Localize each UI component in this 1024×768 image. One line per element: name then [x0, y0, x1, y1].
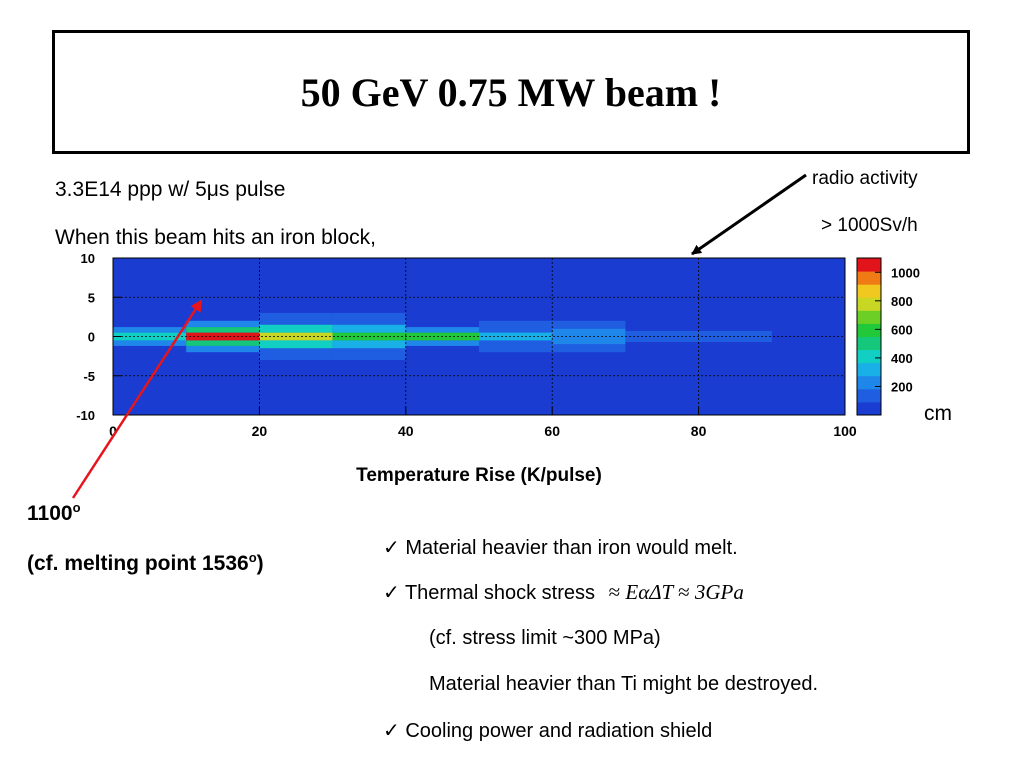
heatmap-cell: [698, 331, 772, 342]
plot-grid: [113, 258, 845, 415]
heatmap-cell: [332, 312, 406, 325]
y-tick-label: -10: [76, 408, 95, 423]
slide-title: 50 GeV 0.75 MW beam !: [300, 69, 722, 115]
peak-temperature-value: 1100: [27, 502, 73, 525]
check-icon: ✓: [383, 582, 400, 604]
bullet-text: Cooling power and radiation shield: [405, 720, 713, 742]
heatmap-cell: [479, 320, 553, 333]
colorbar-tick-label: 400: [891, 351, 913, 366]
colorbar-tick-label: 800: [891, 294, 913, 309]
bullet-text: Thermal shock stress: [404, 582, 596, 604]
melting-point-note: (cf. melting point 1536o): [27, 550, 264, 576]
x-tick-label: 40: [398, 423, 414, 439]
approx-symbol: ≈: [608, 580, 621, 604]
degree-mark: o: [248, 550, 257, 565]
radio-activity-label: radio activity: [812, 168, 918, 189]
x-tick-label: 0: [109, 423, 117, 439]
radio-activity-value: > 1000Sv/h: [821, 215, 918, 236]
peak-temperature: 1100o: [27, 500, 81, 526]
heatmap-cell: [405, 327, 479, 333]
check-icon: ✓: [383, 720, 400, 742]
titanium-note: Material heavier than Ti might be destro…: [429, 673, 819, 695]
x-tick-label: 100: [833, 423, 857, 439]
heatmap-cell: [186, 345, 260, 353]
beam-intensity-prefix: 3.3E14 ppp w/ 5: [55, 178, 207, 201]
melting-point-suffix: ): [256, 552, 264, 575]
colorbar-segment: [857, 375, 881, 390]
beam-intensity-text: 3.3E14 ppp w/ 5μs pulse: [55, 178, 285, 202]
approx-symbol: ≈: [678, 580, 690, 604]
heatmap-cell: [479, 332, 553, 341]
heatmap-cell: [552, 344, 626, 353]
colorbar-segment: [857, 271, 881, 285]
unit-label-cm: cm: [924, 402, 952, 425]
heatmap-cell: [479, 340, 553, 353]
x-axis-label: Temperature Rise (K/pulse): [356, 465, 602, 486]
colorbar-segment: [857, 336, 881, 351]
bullet-item-stress: ✓ Thermal shock stress ≈ EαΔT ≈ 3GPa: [383, 580, 744, 605]
colorbar-frame: [856, 257, 882, 416]
heatmap-cell: [552, 320, 626, 329]
colorbar-ticks: 1000 800 600 400 200: [875, 265, 920, 394]
heatmap-cell: [405, 340, 479, 346]
radiation-arrow: [691, 173, 807, 256]
y-tick-label: -5: [83, 369, 95, 384]
heatmap-cell: [259, 312, 333, 325]
colorbar-segment: [857, 349, 881, 364]
x-tick-label: 60: [544, 423, 560, 439]
heatmap-cell: [332, 324, 406, 333]
bullet-item-melt: ✓ Material heavier than iron would melt.: [383, 535, 738, 560]
heatmap-cell: [259, 332, 333, 341]
y-tick-label: 5: [88, 290, 95, 305]
x-tick-label: 80: [691, 423, 707, 439]
colorbar-segment: [857, 388, 881, 403]
heatmap-cell: [186, 340, 260, 346]
colorbar-segment: [857, 310, 881, 324]
x-axis-ticks: 0 20 40 60 80 100: [109, 407, 857, 439]
colorbar-segment: [857, 284, 881, 298]
degree-mark: o: [72, 500, 81, 515]
formula-term: EαΔT: [625, 580, 673, 604]
check-icon: ✓: [383, 537, 400, 559]
heatmap-cell: [332, 340, 406, 349]
heatmap-cell: [113, 340, 187, 346]
y-tick-label: 0: [88, 330, 95, 345]
heatmap-cell: [259, 324, 333, 333]
colorbar: [856, 257, 882, 416]
colorbar-segment: [857, 323, 881, 337]
stress-limit-note: (cf. stress limit ~300 MPa): [429, 627, 661, 649]
melting-point-prefix: (cf. melting point 1536: [27, 552, 249, 575]
colorbar-segment: [857, 297, 881, 311]
heatmap-cell: [113, 327, 187, 333]
x-tick-label: 20: [252, 423, 268, 439]
colorbar-segment: [857, 258, 881, 272]
colorbar-tick-label: 1000: [891, 265, 920, 280]
bullet-text: Material heavier than iron would melt.: [405, 537, 738, 559]
beam-hits-text: When this beam hits an iron block,: [55, 226, 376, 249]
colorbar-segment: [857, 362, 881, 377]
heatmap-cell: [259, 340, 333, 349]
mu-symbol: μ: [206, 178, 219, 201]
heatmap-cell: [552, 328, 626, 345]
y-axis-ticks: 10 5 0 -5 -10: [76, 251, 121, 423]
heatmap-cell: [259, 348, 333, 361]
y-tick-label: 10: [81, 251, 95, 266]
formula-result: 3GPa: [694, 580, 744, 604]
heatmap-cell: [332, 348, 406, 361]
stress-formula: ≈ EαΔT ≈ 3GPa: [609, 580, 744, 604]
colorbar-tick-label: 600: [891, 322, 913, 337]
heatmap-cell: [186, 320, 260, 328]
colorbar-segment: [857, 401, 881, 416]
colorbar-tick-label: 200: [891, 379, 913, 394]
title-box: 50 GeV 0.75 MW beam !: [52, 30, 970, 154]
heatmap-cell: [186, 327, 260, 333]
beam-intensity-suffix: s pulse: [218, 178, 286, 201]
bullet-item-cooling: ✓ Cooling power and radiation shield: [383, 718, 712, 743]
hotspot-arrow: [71, 299, 203, 499]
